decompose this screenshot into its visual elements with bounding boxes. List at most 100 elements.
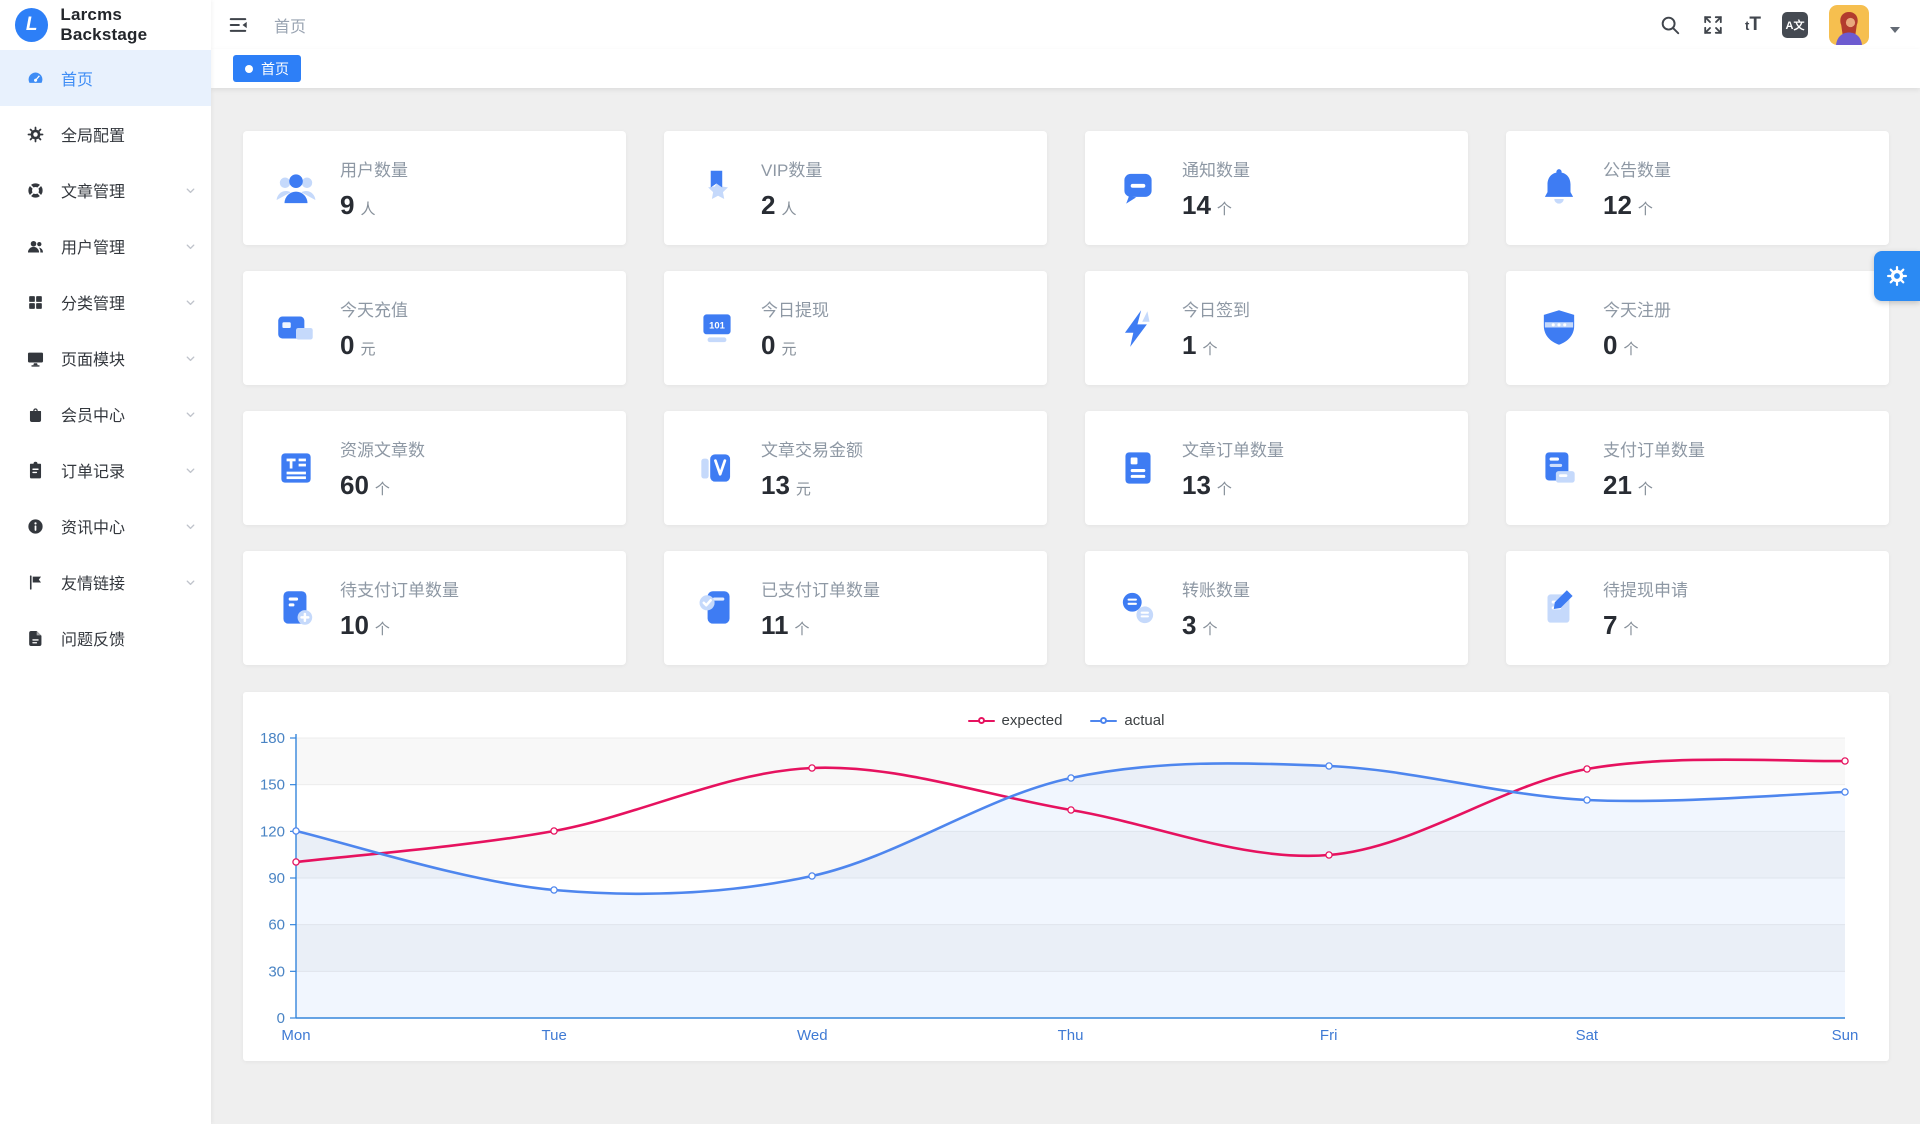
search-icon[interactable] — [1659, 14, 1681, 36]
svg-text:Wed: Wed — [797, 1027, 828, 1044]
stat-card-11: 支付订单数量 21 个 — [1506, 411, 1889, 525]
stat-card-8: 资源文章数 60 个 — [243, 411, 626, 525]
sidebar-item-6[interactable]: 会员中心 — [0, 386, 211, 442]
stat-label: 公告数量 — [1603, 160, 1671, 180]
legend-item-expected[interactable]: expected — [967, 712, 1062, 729]
legend-label: actual — [1124, 712, 1165, 729]
sidebar-item-3[interactable]: 用户管理 — [0, 218, 211, 274]
sidebar-item-0[interactable]: 首页 — [0, 50, 211, 106]
sidebar-menu: 首页全局配置文章管理用户管理 分类管理页面模块会员中心订单记录资讯中心友情链接问题… — [0, 50, 211, 666]
stat-unit: 人 — [360, 200, 376, 218]
stat-card-6: 今日签到 1 个 — [1085, 271, 1468, 385]
article-order-icon — [1115, 445, 1161, 491]
svg-text:Tue: Tue — [542, 1027, 567, 1044]
settings-gear-button[interactable] — [1874, 251, 1920, 301]
sidebar-item-label: 订单记录 — [61, 464, 126, 481]
stat-value: 14 个 — [1182, 189, 1232, 220]
stat-label: 用户数量 — [340, 160, 408, 180]
svg-text:60: 60 — [268, 917, 285, 934]
stat-unit: 个 — [1637, 200, 1653, 218]
stat-value: 11 个 — [761, 609, 810, 640]
sidebar-item-label: 友情链接 — [61, 576, 126, 593]
stat-card-3: 公告数量 12 个 — [1506, 131, 1889, 245]
stat-label: 今天注册 — [1603, 300, 1671, 320]
stat-unit: 个 — [374, 480, 390, 498]
compass-icon — [26, 181, 45, 200]
stat-unit: 元 — [781, 340, 797, 358]
topbar: 首页 tT A文 — [211, 0, 1920, 49]
paid-icon — [694, 585, 740, 631]
svg-text:120: 120 — [260, 823, 285, 840]
sidebar-item-5[interactable]: 页面模块 — [0, 330, 211, 386]
stat-label: 文章交易金额 — [761, 440, 863, 460]
app-title: Larcms Backstage — [60, 4, 148, 44]
svg-text:Fri: Fri — [1320, 1027, 1338, 1044]
tab-home[interactable]: 首页 — [233, 55, 301, 82]
legend-marker-icon — [1090, 715, 1118, 726]
stat-unit: 个 — [794, 620, 810, 638]
avatar[interactable] — [1829, 4, 1869, 45]
sidebar-item-2[interactable]: 文章管理 — [0, 162, 211, 218]
article-icon — [273, 445, 319, 491]
sidebar-item-10[interactable]: 问题反馈 — [0, 610, 211, 666]
chevron-down-icon — [184, 184, 197, 197]
stat-label: 转账数量 — [1182, 580, 1250, 600]
withdraw-icon: 101 — [694, 305, 740, 351]
stat-label: 今日签到 — [1182, 300, 1250, 320]
svg-text:30: 30 — [268, 963, 285, 980]
main-column: 首页 tT A文 首页 用户数量 9 人 VIP数量 2 人 通知数量 14 个 公告数量 12 个今… — [211, 0, 1920, 1124]
chevron-down-icon — [184, 408, 197, 421]
stat-unit: 元 — [795, 480, 811, 498]
stat-label: 待支付订单数量 — [340, 580, 459, 600]
chevron-down-icon[interactable] — [1890, 27, 1900, 38]
announcement-icon — [1536, 165, 1582, 211]
chart-panel: expected actual 0 30 60 90 120 150 180 Mon Tue Wed… — [243, 692, 1889, 1061]
app-logo-icon: L — [15, 7, 49, 42]
svg-text:90: 90 — [268, 870, 285, 887]
recharge-icon — [273, 305, 319, 351]
stat-label: VIP数量 — [761, 160, 823, 180]
stat-value: 13 个 — [1182, 469, 1232, 500]
tab-label: 首页 — [261, 60, 289, 77]
sidebar-item-label: 文章管理 — [61, 184, 126, 201]
stat-card-12: 待支付订单数量 10 个 — [243, 551, 626, 665]
chevron-down-icon — [184, 352, 197, 365]
stat-card-9: 文章交易金额 13 元 — [664, 411, 1047, 525]
sidebar-item-7[interactable]: 订单记录 — [0, 442, 211, 498]
fullscreen-icon[interactable] — [1702, 14, 1724, 36]
sidebar-item-1[interactable]: 全局配置 — [0, 106, 211, 162]
stat-value: 60 个 — [340, 469, 390, 500]
stat-unit: 个 — [1216, 200, 1232, 218]
stat-unit: 个 — [374, 620, 390, 638]
stat-unit: 个 — [1216, 480, 1232, 498]
sidebar-item-4[interactable]: 分类管理 — [0, 274, 211, 330]
stat-card-5: 101 今日提现 0 元 — [664, 271, 1047, 385]
sidebar-item-label: 全局配置 — [61, 128, 126, 145]
withdraw-apply-icon — [1536, 585, 1582, 631]
sidebar-item-8[interactable]: 资讯中心 — [0, 498, 211, 554]
info-icon — [26, 517, 45, 536]
sidebar-item-label: 会员中心 — [61, 408, 126, 425]
menu-fold-icon[interactable] — [227, 14, 249, 36]
legend-item-actual[interactable]: actual — [1090, 712, 1164, 729]
svg-text:150: 150 — [260, 777, 285, 794]
legend-marker-icon — [967, 715, 995, 726]
transfer-icon — [1115, 585, 1161, 631]
stat-label: 已支付订单数量 — [761, 580, 880, 600]
fontsize-icon[interactable]: tT — [1745, 13, 1761, 35]
chevron-down-icon — [184, 240, 197, 253]
svg-text:Mon: Mon — [281, 1027, 310, 1044]
sidebar-item-label: 页面模块 — [61, 352, 126, 369]
sidebar-item-9[interactable]: 友情链接 — [0, 554, 211, 610]
stat-card-15: 待提现申请 7 个 — [1506, 551, 1889, 665]
svg-text:0: 0 — [277, 1010, 285, 1027]
stat-card-1: VIP数量 2 人 — [664, 131, 1047, 245]
tab-active-dot — [245, 64, 253, 73]
dashboard-icon — [26, 69, 45, 88]
stat-value: 10 个 — [340, 609, 390, 640]
translate-icon[interactable]: A文 — [1782, 11, 1808, 38]
logo-row[interactable]: L Larcms Backstage — [0, 0, 211, 49]
